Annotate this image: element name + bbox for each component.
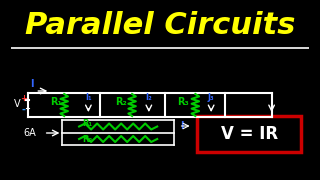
Text: R₃: R₃ bbox=[177, 97, 189, 107]
Text: I₂: I₂ bbox=[146, 93, 152, 102]
Text: R₁: R₁ bbox=[82, 118, 92, 127]
Text: J₃: J₃ bbox=[208, 93, 214, 102]
Text: R₁: R₁ bbox=[50, 97, 62, 107]
Text: I: I bbox=[30, 79, 33, 89]
FancyBboxPatch shape bbox=[197, 116, 301, 152]
Text: R₂: R₂ bbox=[82, 134, 92, 143]
Text: I₁: I₁ bbox=[85, 93, 92, 102]
Text: V: V bbox=[13, 99, 20, 109]
Text: -: - bbox=[21, 105, 25, 115]
Text: Parallel Circuits: Parallel Circuits bbox=[25, 10, 295, 39]
Text: 6A: 6A bbox=[23, 128, 36, 138]
Text: R₂: R₂ bbox=[115, 97, 127, 107]
Text: I: I bbox=[180, 121, 184, 131]
Text: +: + bbox=[20, 93, 27, 102]
Text: V = IR: V = IR bbox=[221, 125, 278, 143]
